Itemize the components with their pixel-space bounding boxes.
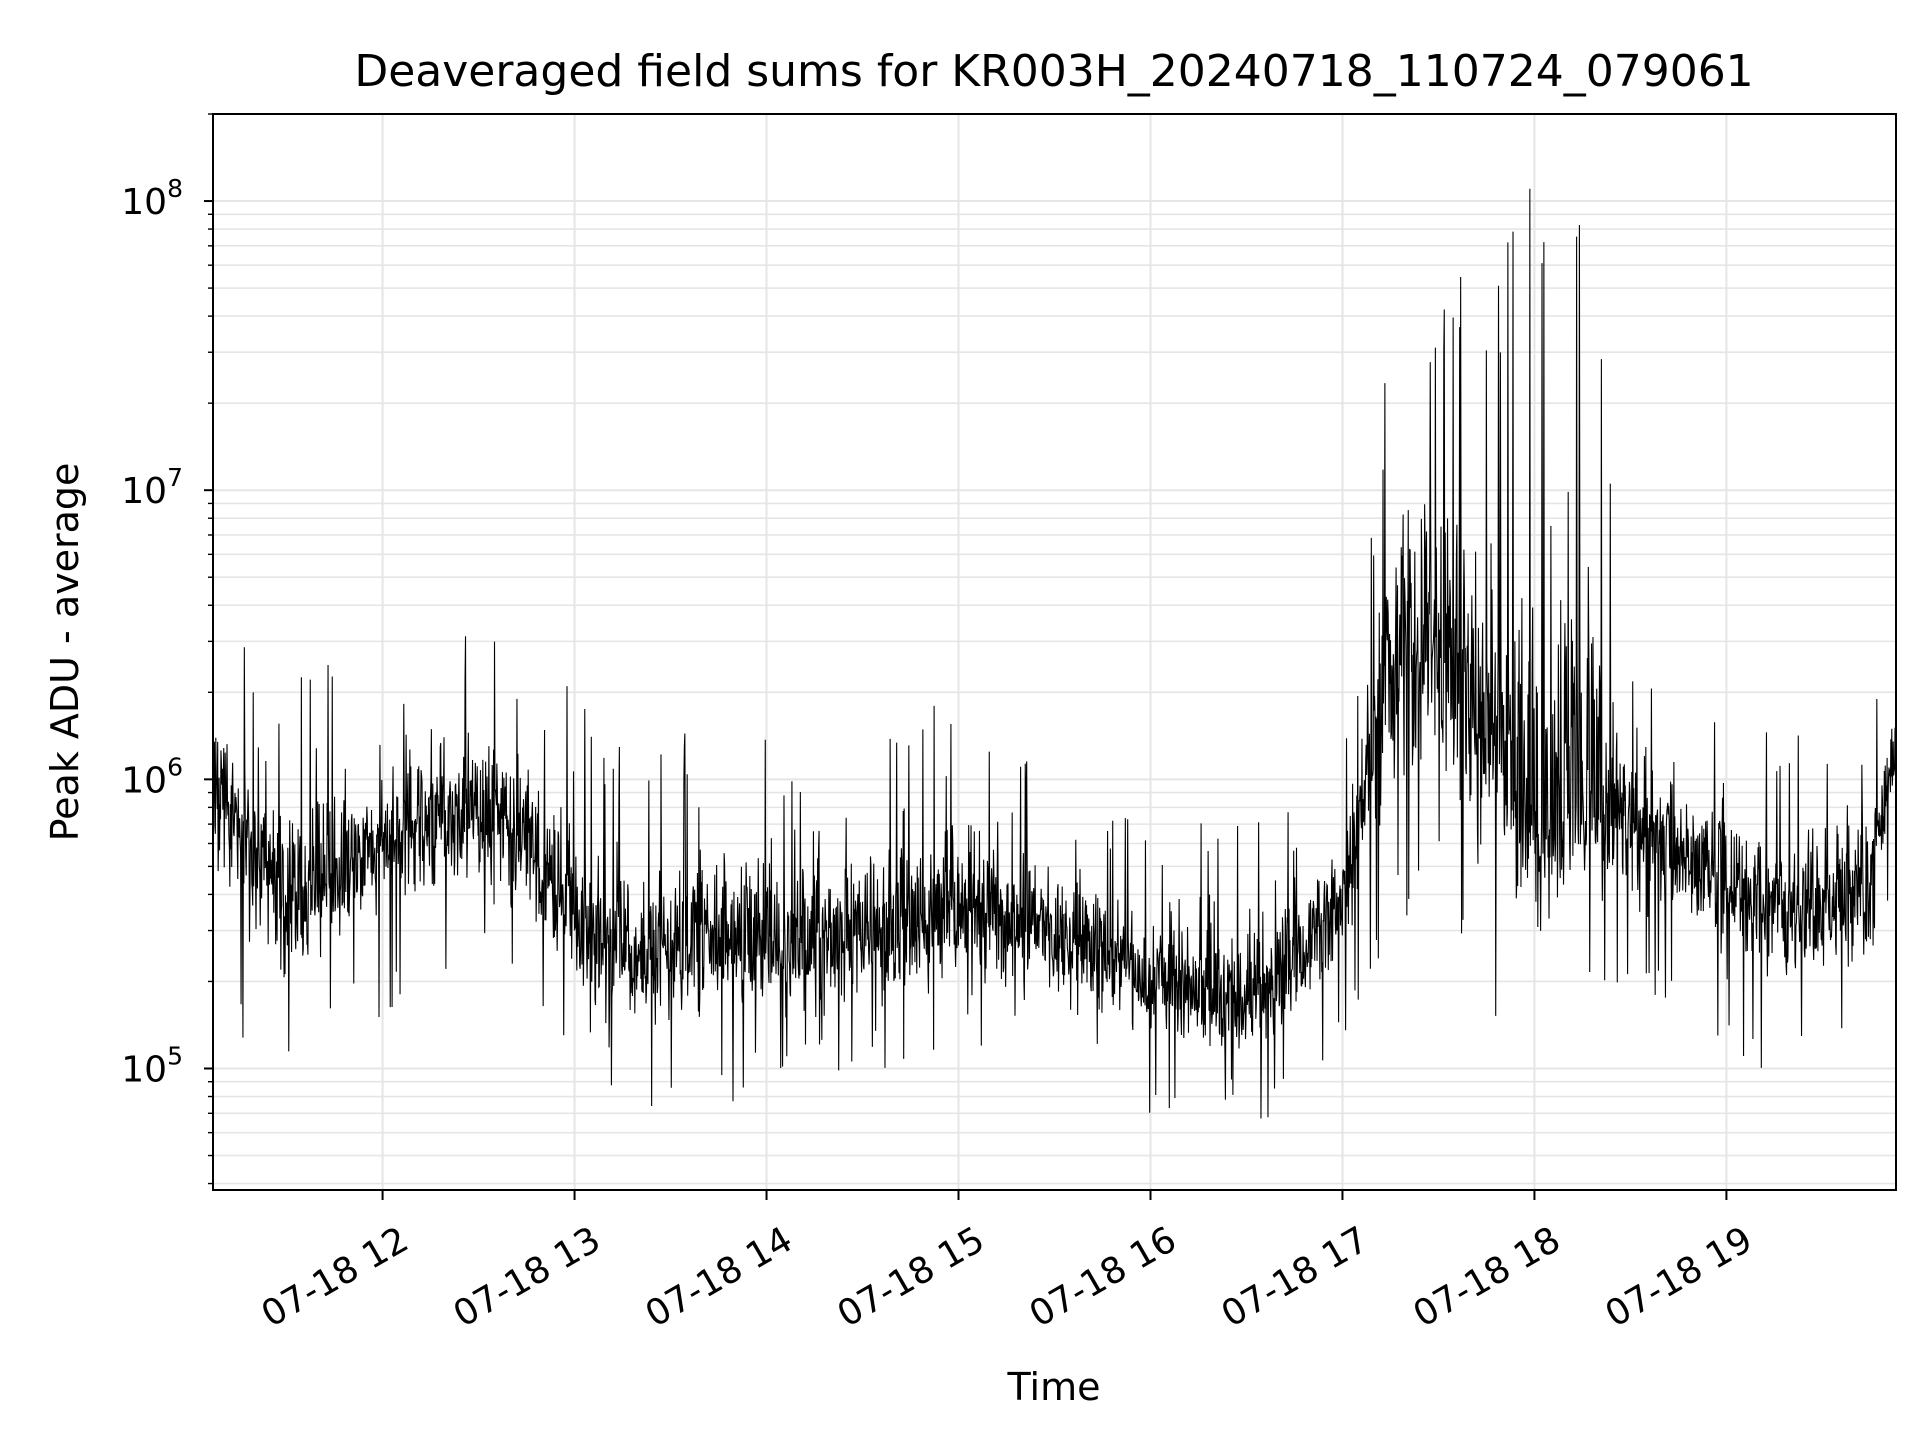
y-tick-label: 107 [121,463,183,512]
x-axis-label: Time [1007,1365,1101,1409]
plot-frame [212,113,1897,1191]
y-tick-label: 106 [121,752,183,801]
chart-title: Deaveraged field sums for KR003H_2024071… [354,46,1753,97]
series-line [212,188,1897,1119]
y-tick-label: 108 [121,174,183,223]
y-axis-label: Peak ADU - average [43,463,87,842]
